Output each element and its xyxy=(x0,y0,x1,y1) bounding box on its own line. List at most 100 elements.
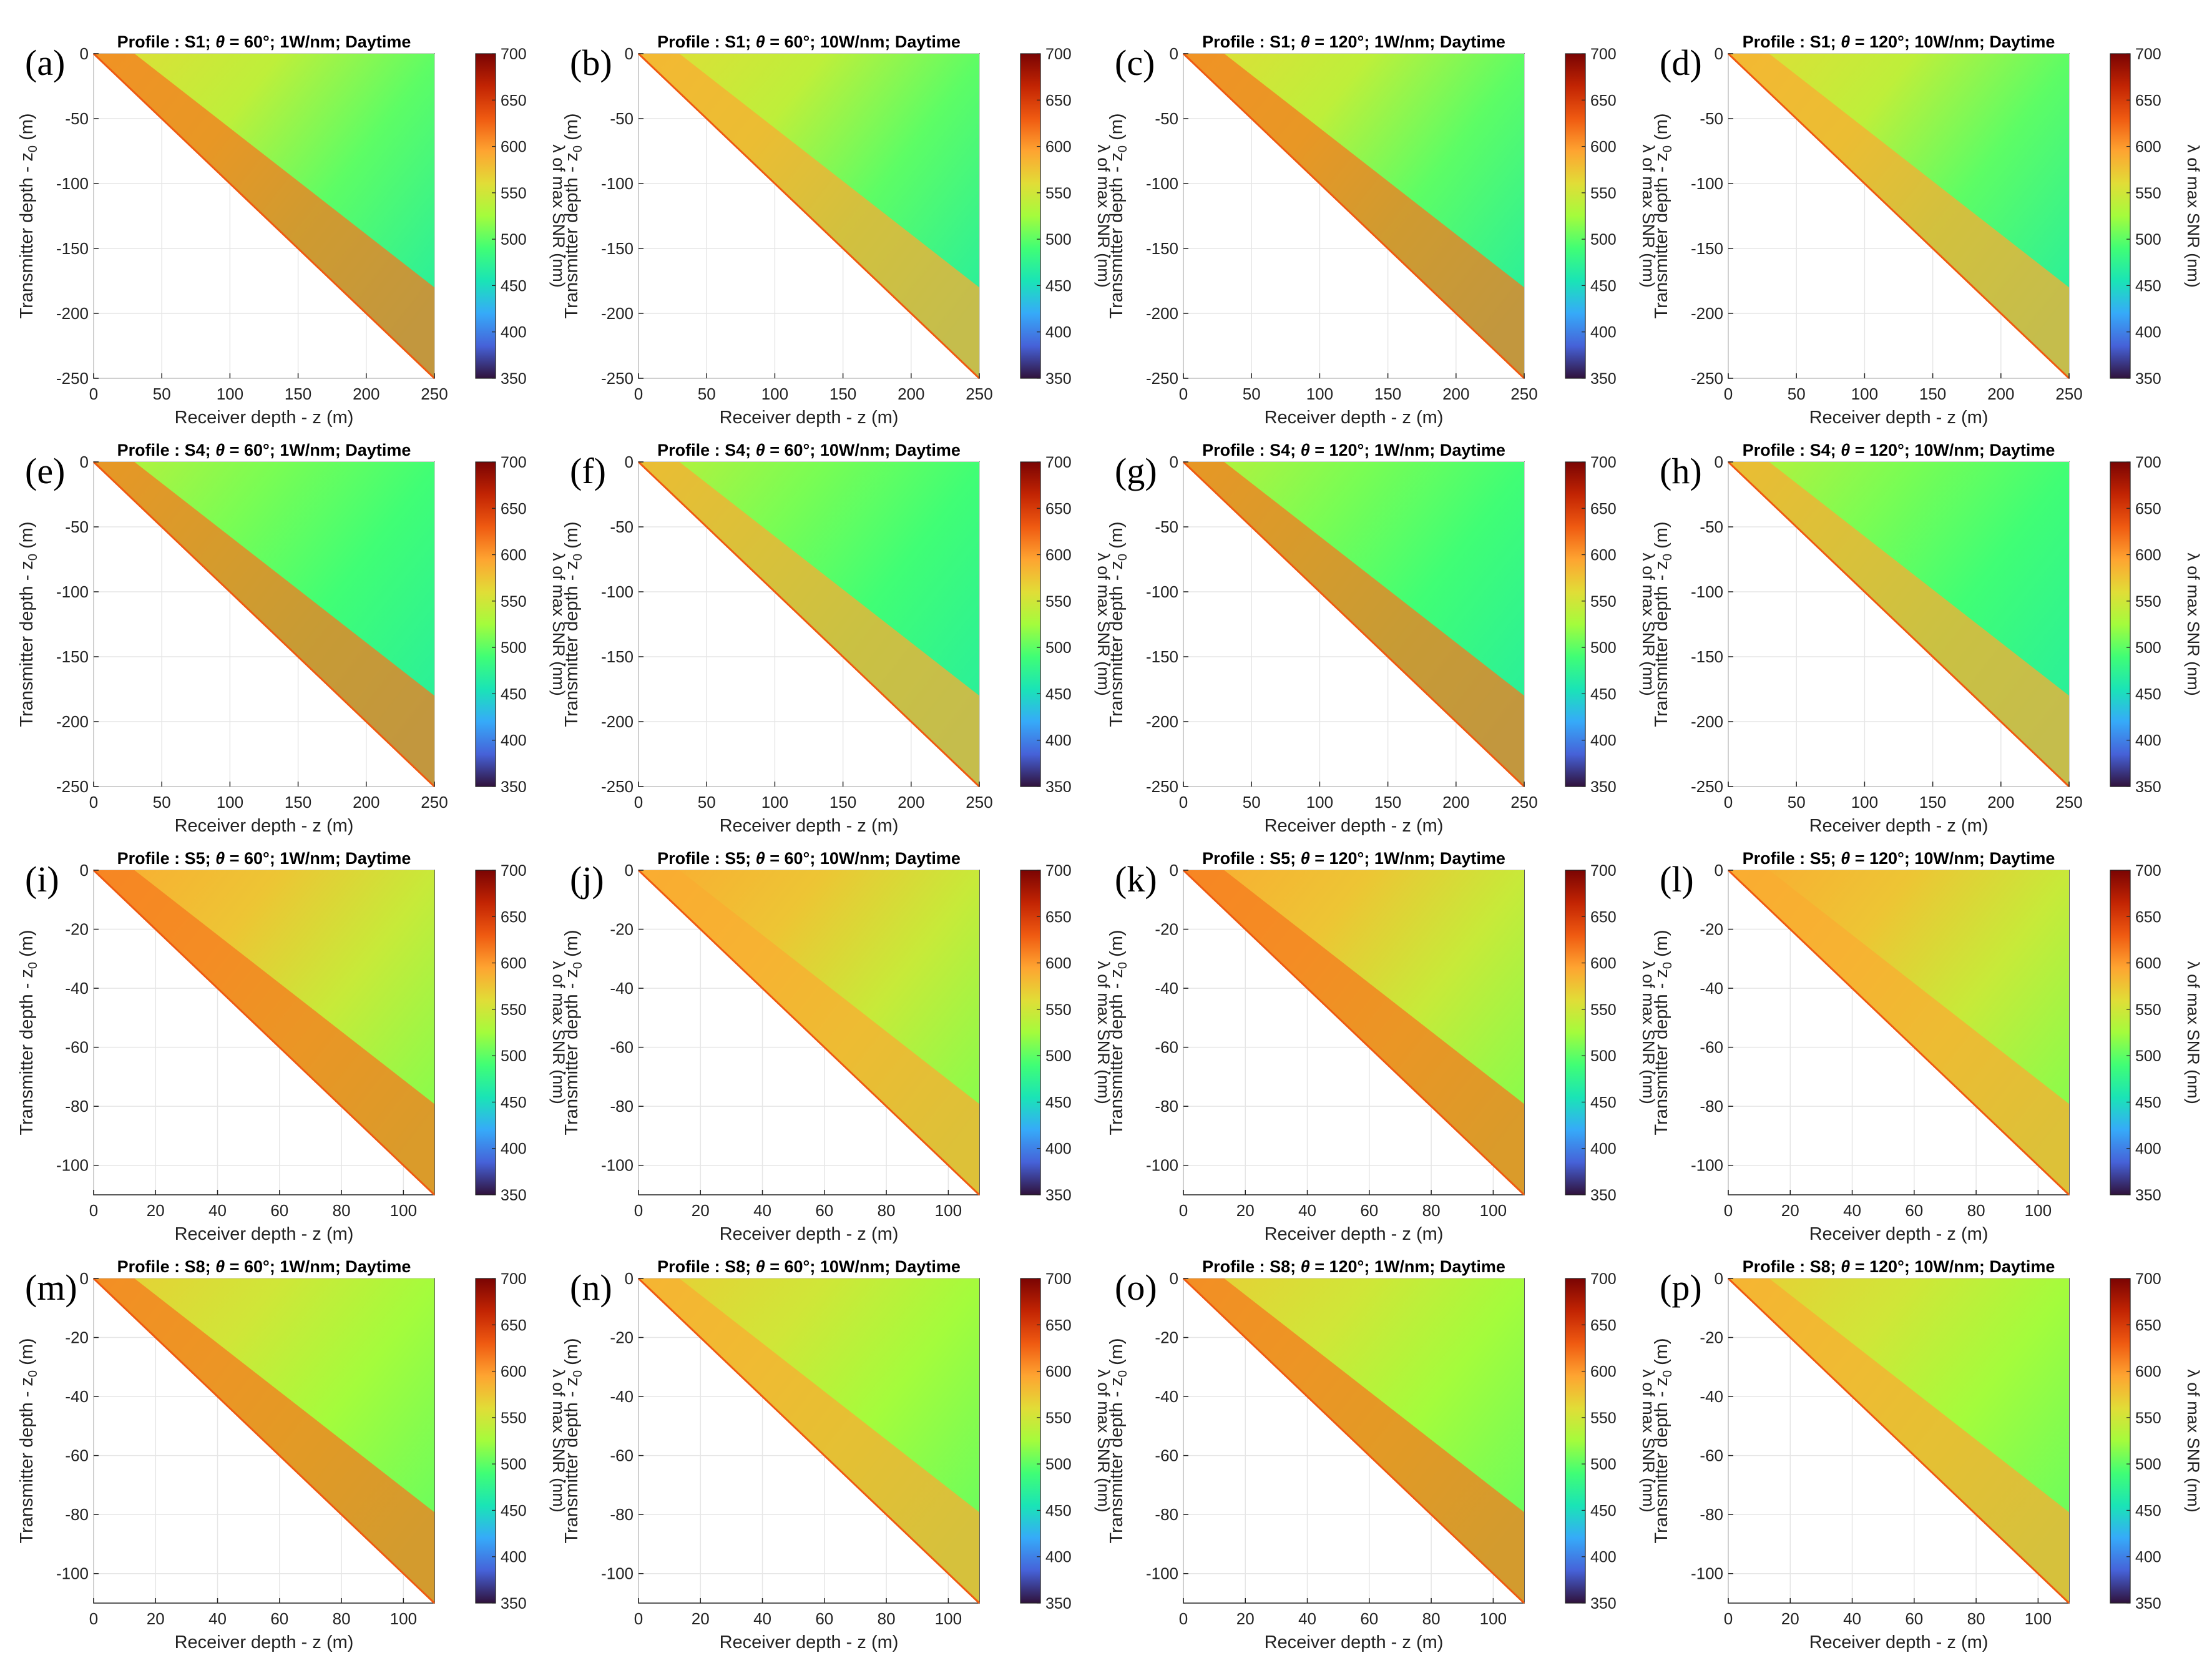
colorbar-tick-label: 350 xyxy=(1045,1595,1072,1612)
title-theta: θ xyxy=(1301,849,1310,868)
x-tick-label: 100 xyxy=(935,1201,962,1220)
colorbar-tick-label: 650 xyxy=(1590,500,1617,518)
y-axis-label: Transmitter depth - z0 (m) xyxy=(1107,113,1130,318)
x-tick-label: 80 xyxy=(333,1609,351,1628)
colorbar-tick-label: 500 xyxy=(1590,1456,1617,1473)
x-tick-label: 60 xyxy=(1360,1609,1378,1628)
colorbar-tick-label: 500 xyxy=(2135,1456,2161,1473)
x-axis-label: Receiver depth - z (m) xyxy=(720,1632,899,1652)
y-tick-label: -200 xyxy=(601,712,634,731)
colorbar-tick-label: 350 xyxy=(501,1187,527,1204)
x-tick-label: 20 xyxy=(147,1201,165,1220)
x-axis-label: Receiver depth - z (m) xyxy=(1265,816,1444,836)
colorbar-tick-label: 550 xyxy=(501,1001,527,1019)
y-axis-label-sub: 0 xyxy=(26,962,40,969)
colorbar-label: λ of max SNR (nm) xyxy=(549,144,568,288)
y-axis-label-main: Transmitter depth - z xyxy=(1652,1377,1671,1543)
y-tick-label: -20 xyxy=(1155,1328,1178,1347)
title-suffix: = 120°; 1W/nm; Daytime xyxy=(1310,849,1505,868)
title-prefix: Profile : S1; xyxy=(1202,32,1301,51)
colorbar-tick-label: 600 xyxy=(1045,955,1072,973)
y-axis-label-main: Transmitter depth - z xyxy=(562,152,582,318)
y-tick-label: -100 xyxy=(1146,1156,1178,1175)
y-axis-label: Transmitter depth - z0 (m) xyxy=(1107,521,1130,727)
x-tick-label: 20 xyxy=(692,1201,710,1220)
y-tick-label: -150 xyxy=(56,239,89,258)
panel-o: (o) Profile : S8; θ = 120°; 1W/nm; Daytim… xyxy=(1107,1257,1658,1652)
y-axis-label: Transmitter depth - z0 (m) xyxy=(562,1338,585,1543)
y-axis-label: Transmitter depth - z0 (m) xyxy=(1652,521,1675,727)
panel-title: Profile : S1; θ = 120°; 10W/nm; Daytime xyxy=(1743,32,2055,51)
y-tick-label: -80 xyxy=(65,1097,89,1116)
x-tick-label: 150 xyxy=(830,385,856,403)
colorbar-tick-label: 600 xyxy=(501,547,527,564)
x-tick-label: 250 xyxy=(1510,793,1537,812)
y-axis-label-unit: (m) xyxy=(17,930,37,962)
x-tick-label: 60 xyxy=(815,1609,833,1628)
y-axis-label-main: Transmitter depth - z xyxy=(1107,152,1127,318)
y-axis-label-sub: 0 xyxy=(1661,962,1675,969)
x-tick-label: 100 xyxy=(761,793,788,812)
colorbar-tick-label: 400 xyxy=(2135,324,2161,341)
y-axis-label: Transmitter depth - z0 (m) xyxy=(1652,930,1675,1135)
y-tick-label: -40 xyxy=(610,1387,634,1406)
y-tick-label: 0 xyxy=(80,453,89,471)
x-tick-label: 40 xyxy=(1298,1201,1316,1220)
y-tick-label: -20 xyxy=(610,920,634,939)
colorbar-tick-label: 400 xyxy=(1590,732,1617,750)
colorbar-tick-label: 500 xyxy=(2135,1047,2161,1065)
title-theta: θ xyxy=(215,1257,225,1276)
colorbar-tick-label: 650 xyxy=(501,92,527,109)
colorbar-label: λ of max SNR (nm) xyxy=(1094,552,1113,696)
x-tick-label: 0 xyxy=(89,1609,98,1628)
x-axis-label: Receiver depth - z (m) xyxy=(175,1632,354,1652)
colorbar-label: λ of max SNR (nm) xyxy=(1639,144,1658,288)
panel-title: Profile : S8; θ = 60°; 10W/nm; Daytime xyxy=(657,1257,961,1276)
colorbar-tick-label: 400 xyxy=(501,732,527,750)
colorbar-tick-label: 350 xyxy=(2135,370,2161,388)
title-theta: θ xyxy=(756,1257,765,1276)
y-tick-label: -50 xyxy=(610,518,634,536)
title-theta: θ xyxy=(756,441,765,459)
colorbar-tick-label: 700 xyxy=(501,454,527,471)
colorbar-tick-label: 400 xyxy=(501,324,527,341)
diagonal-edge xyxy=(637,52,981,380)
colorbar-tick-label: 450 xyxy=(501,685,527,703)
y-tick-label: -200 xyxy=(1146,712,1178,731)
title-suffix: = 120°; 10W/nm; Daytime xyxy=(1850,849,2055,868)
panel-m: (m) Profile : S8; θ = 60°; 1W/nm; Daytime… xyxy=(17,1257,568,1652)
colorbar-tick-label: 350 xyxy=(1045,1187,1072,1204)
title-suffix: = 120°; 1W/nm; Daytime xyxy=(1310,1257,1505,1276)
y-tick-label: -150 xyxy=(1146,647,1178,666)
y-tick-label: -20 xyxy=(65,1328,89,1347)
title-prefix: Profile : S1; xyxy=(657,32,756,51)
x-tick-label: 40 xyxy=(1843,1609,1861,1628)
colorbar-tick-label: 550 xyxy=(1590,1410,1617,1427)
diagonal-edge xyxy=(1182,869,1525,1196)
panel-title: Profile : S5; θ = 60°; 1W/nm; Daytime xyxy=(117,849,411,868)
panel-letter: (p) xyxy=(1660,1267,1702,1308)
x-tick-label: 20 xyxy=(692,1609,710,1628)
colorbar-tick-label: 650 xyxy=(1590,908,1617,926)
y-tick-label: 0 xyxy=(1715,453,1723,471)
colorbar-tick-label: 500 xyxy=(501,231,527,248)
x-tick-label: 40 xyxy=(753,1609,771,1628)
title-suffix: = 120°; 1W/nm; Daytime xyxy=(1310,32,1505,51)
y-tick-label: -80 xyxy=(1700,1505,1723,1524)
title-suffix: = 60°; 1W/nm; Daytime xyxy=(225,32,411,51)
colorbar-tick-label: 450 xyxy=(501,277,527,295)
y-tick-label: -100 xyxy=(1146,582,1178,601)
x-axis-label: Receiver depth - z (m) xyxy=(720,1224,899,1244)
y-tick-label: -60 xyxy=(1155,1446,1178,1465)
y-tick-label: -20 xyxy=(1700,920,1723,939)
colorbar-tick-label: 600 xyxy=(1045,1363,1072,1381)
x-tick-label: 0 xyxy=(1179,1201,1188,1220)
title-suffix: = 120°; 1W/nm; Daytime xyxy=(1310,441,1505,459)
colorbar-tick-label: 600 xyxy=(2135,547,2161,564)
colorbar xyxy=(1565,461,1586,787)
y-axis-label-sub: 0 xyxy=(571,962,585,969)
x-tick-label: 0 xyxy=(634,1609,643,1628)
title-suffix: = 60°; 1W/nm; Daytime xyxy=(225,1257,411,1276)
colorbar-tick-label: 600 xyxy=(501,955,527,973)
colorbar-tick-label: 350 xyxy=(2135,1595,2161,1612)
